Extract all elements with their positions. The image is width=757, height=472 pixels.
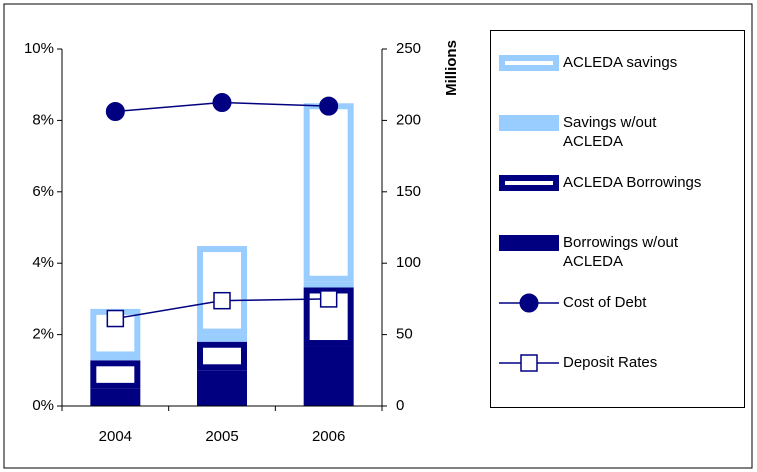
bar xyxy=(303,346,354,406)
y2-tick-label: 100 xyxy=(396,254,421,271)
y-tick-label: 4% xyxy=(32,254,54,271)
y2-tick-label: 150 xyxy=(396,183,421,200)
legend-icon xyxy=(499,235,559,251)
legend-swatch xyxy=(499,175,559,191)
bar xyxy=(303,281,354,288)
legend-icon xyxy=(499,175,559,191)
legend-label: ACLEDA Borrowings xyxy=(563,174,702,191)
y2-tick-label: 200 xyxy=(396,111,421,128)
y-tick-label: 8% xyxy=(32,111,54,128)
y2-tick-label: 0 xyxy=(396,397,404,414)
legend-icon xyxy=(499,293,559,313)
y2-axis-label: Millions xyxy=(443,40,460,96)
legend-icon xyxy=(499,115,559,131)
y-tick-label: 6% xyxy=(32,183,54,200)
legend-label: Cost of Debt xyxy=(563,294,647,311)
bar xyxy=(197,246,247,335)
legend-entry: Borrowings w/out ACLEDA xyxy=(491,233,744,270)
legend-swatch xyxy=(499,115,559,131)
marker xyxy=(520,354,538,372)
bar xyxy=(197,341,247,371)
legend-entry: ACLEDA savings xyxy=(491,53,744,78)
legend-icon xyxy=(499,354,559,372)
legend-label: Borrowings w/out ACLEDA xyxy=(563,234,679,270)
legend-icon xyxy=(499,55,559,71)
marker xyxy=(319,96,339,116)
legend-swatch xyxy=(499,55,559,71)
bar xyxy=(90,357,141,361)
marker xyxy=(105,101,125,121)
x-tick-label: 2006 xyxy=(312,428,345,445)
marker xyxy=(213,291,231,310)
marker xyxy=(319,290,338,308)
legend-entry: Savings w/out ACLEDA xyxy=(491,113,744,150)
x-tick-label: 2004 xyxy=(99,428,132,445)
legend-label: Savings w/out ACLEDA xyxy=(563,114,657,150)
bar xyxy=(197,334,247,342)
y-tick-label: 10% xyxy=(24,40,54,57)
chart-border xyxy=(3,3,753,469)
bar xyxy=(197,370,247,406)
legend-entry: Cost of Debt xyxy=(491,293,744,318)
marker xyxy=(212,93,232,113)
x-tick-label: 2005 xyxy=(205,428,238,445)
legend-entry: ACLEDA Borrowings xyxy=(491,173,744,198)
bar xyxy=(90,360,141,389)
legend: ACLEDA savings Savings w/out ACLEDA ACLEDA… xyxy=(490,30,745,408)
legend-swatch xyxy=(499,235,559,251)
y2-tick-label: 50 xyxy=(396,326,413,343)
legend-label: Deposit Rates xyxy=(563,354,658,371)
legend-entry: Deposit Rates xyxy=(491,353,744,378)
y-tick-label: 2% xyxy=(32,326,54,343)
y-tick-label: 0% xyxy=(32,397,54,414)
marker xyxy=(106,309,125,328)
bar xyxy=(90,388,141,406)
y2-tick-label: 250 xyxy=(396,40,421,57)
marker xyxy=(519,293,539,313)
bar xyxy=(303,103,354,282)
legend-label: ACLEDA savings xyxy=(563,54,678,71)
